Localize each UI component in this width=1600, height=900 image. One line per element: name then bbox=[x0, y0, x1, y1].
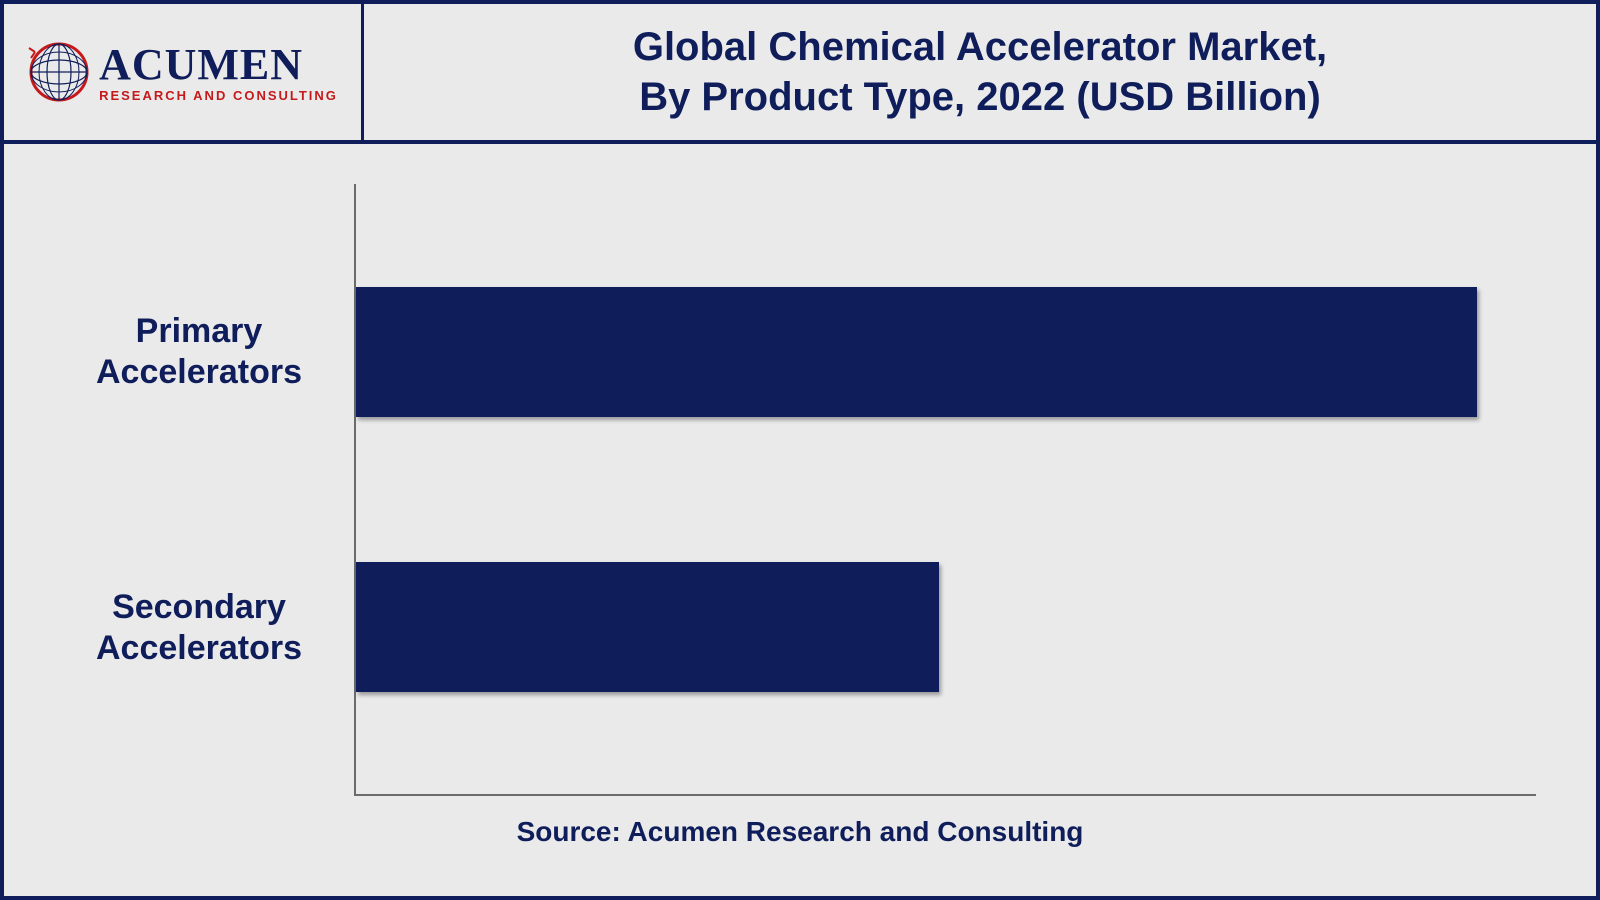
bar-secondary-accelerators bbox=[356, 562, 939, 692]
plot: PrimaryAccelerators SecondaryAccelerator… bbox=[64, 184, 1536, 796]
bars-container bbox=[354, 184, 1536, 796]
logo-brand-main: ACUMEN bbox=[99, 43, 338, 87]
category-label-0: PrimaryAccelerators bbox=[64, 311, 334, 393]
logo-text: ACUMEN RESEARCH AND CONSULTING bbox=[99, 43, 338, 102]
outer-frame: ACUMEN RESEARCH AND CONSULTING Global Ch… bbox=[0, 0, 1600, 900]
bar-primary-accelerators bbox=[356, 287, 1477, 417]
logo: ACUMEN RESEARCH AND CONSULTING bbox=[27, 40, 338, 104]
title-line-2: By Product Type, 2022 (USD Billion) bbox=[633, 72, 1327, 122]
logo-box: ACUMEN RESEARCH AND CONSULTING bbox=[4, 4, 364, 140]
source-attribution: Source: Acumen Research and Consulting bbox=[64, 796, 1536, 866]
chart-title: Global Chemical Accelerator Market, By P… bbox=[364, 4, 1596, 140]
category-label-1-text: SecondaryAccelerators bbox=[96, 588, 302, 667]
globe-icon bbox=[27, 40, 91, 104]
logo-brand-sub: RESEARCH AND CONSULTING bbox=[99, 89, 338, 102]
y-axis-labels: PrimaryAccelerators SecondaryAccelerator… bbox=[64, 184, 354, 796]
title-line-1: Global Chemical Accelerator Market, bbox=[633, 22, 1327, 72]
header-row: ACUMEN RESEARCH AND CONSULTING Global Ch… bbox=[4, 4, 1596, 144]
category-label-0-text: PrimaryAccelerators bbox=[96, 312, 302, 391]
category-label-1: SecondaryAccelerators bbox=[64, 587, 334, 669]
chart-area: PrimaryAccelerators SecondaryAccelerator… bbox=[4, 144, 1596, 896]
